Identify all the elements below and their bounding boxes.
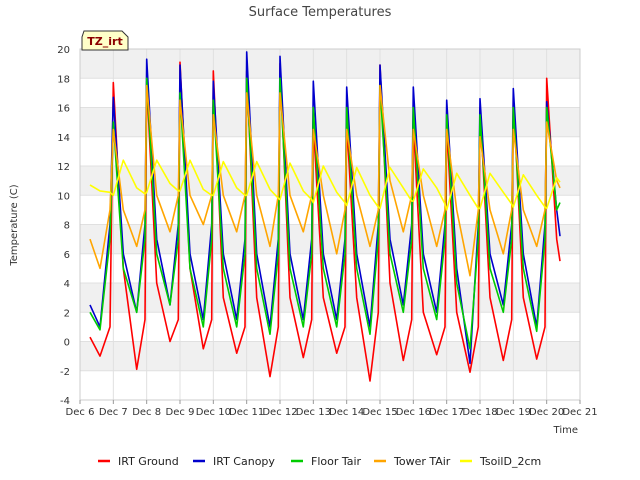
y-tick-label: 20 [57, 45, 70, 56]
y-tick-label: 18 [57, 74, 70, 85]
x-tick-label: Dec 6 [66, 407, 95, 418]
y-tick-label: 6 [64, 250, 70, 261]
legend: IRT Ground IRT Canopy Floor Tair Tower TAir… [98, 455, 541, 468]
x-tick-label: Dec 7 [99, 407, 128, 418]
legend-item: IRT Canopy [193, 455, 275, 468]
x-tick-label: Dec 14 [329, 407, 364, 418]
x-tick-label: Dec 18 [462, 407, 497, 418]
plot-band [80, 107, 580, 137]
plot-band [80, 341, 580, 371]
x-tick-label: Dec 9 [166, 407, 195, 418]
y-tick-label: 0 [64, 338, 70, 349]
y-tick-label: -2 [60, 367, 70, 378]
legend-label: Tower TAir [393, 455, 451, 468]
series-lines [89, 51, 561, 382]
plot-area [79, 48, 581, 401]
x-tick-label: Dec 16 [396, 407, 431, 418]
x-tick-label: Dec 15 [362, 407, 397, 418]
legend-item: Floor Tair [291, 455, 362, 468]
legend-label: TsoilD_2cm [479, 455, 541, 468]
x-tick-label: Dec 21 [562, 407, 597, 418]
x-tick-label: Dec 12 [262, 407, 297, 418]
y-tick-label: 16 [57, 104, 70, 115]
x-tick-label: Dec 13 [296, 407, 331, 418]
y-axis-ticks: -4 -2 0 2 4 6 8 10 12 14 16 18 20 [57, 45, 70, 407]
legend-item: Tower TAir [374, 455, 451, 468]
y-tick-label: 10 [57, 191, 70, 202]
y-tick-label: 14 [57, 133, 70, 144]
y-tick-label: 8 [64, 221, 70, 232]
legend-label: Floor Tair [311, 455, 362, 468]
chart-title: Surface Temperatures [249, 5, 392, 20]
legend-item: IRT Ground [98, 455, 179, 468]
y-tick-label: -4 [60, 396, 70, 407]
x-tick-label: Dec 8 [132, 407, 161, 418]
x-tick-label: Dec 17 [429, 407, 464, 418]
y-axis-title: Temperature (C) [9, 184, 20, 266]
y-tick-label: 12 [57, 162, 70, 173]
legend-label: IRT Ground [118, 455, 179, 468]
series-line-tsoild-2cm [89, 159, 561, 211]
x-tick-label: Dec 20 [529, 407, 564, 418]
x-tick-label: Dec 11 [229, 407, 264, 418]
y-tick-label: 2 [64, 308, 70, 319]
x-axis-title: Time [553, 425, 578, 436]
badge-label: TZ_irt [87, 35, 122, 48]
x-tick-label: Dec 19 [496, 407, 531, 418]
plot-band [80, 49, 580, 79]
x-tick-label: Dec 10 [196, 407, 231, 418]
badge-box [81, 30, 129, 51]
tz-irt-badge: TZ_irt [81, 30, 129, 51]
y-tick-label: 4 [64, 279, 70, 290]
series-line-tower-tair [89, 84, 561, 277]
legend-item: TsoilD_2cm [460, 455, 541, 468]
legend-label: IRT Canopy [213, 455, 275, 468]
